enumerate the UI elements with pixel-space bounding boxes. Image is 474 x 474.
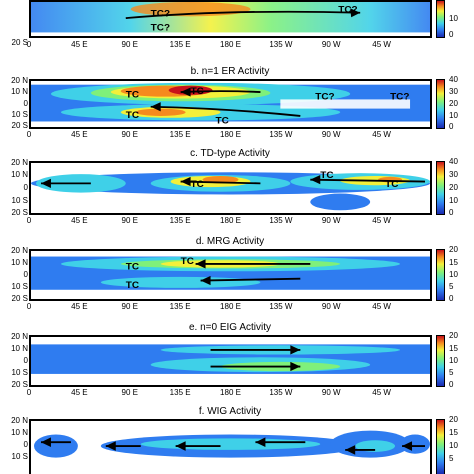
- colorbar-tick: 15: [449, 344, 458, 353]
- colorbar-e: [436, 335, 445, 387]
- tc-label: TC?: [151, 9, 171, 19]
- lon-axis-e: 0 45 E 90 E 135 E 180 E 135 W 90 W 45 W: [26, 388, 391, 397]
- map-panel-c: TC TC TC: [29, 161, 432, 215]
- colorbar-f: [436, 419, 445, 474]
- panel-title-b: b. n=1 ER Activity: [190, 66, 270, 77]
- colorbar-tick: 20: [449, 415, 458, 424]
- lat-tick: 0: [23, 356, 28, 365]
- activity-field-f: [31, 421, 430, 474]
- lat-tick: 10 S: [11, 282, 28, 291]
- tc-label: TC?: [338, 5, 358, 15]
- colorbar-tick: 0: [449, 30, 454, 39]
- lat-tick: 0: [23, 99, 28, 108]
- colorbar-c: [436, 161, 445, 215]
- colorbar-tick: 20: [449, 99, 458, 108]
- colorbar-tick: 40: [449, 75, 458, 84]
- tc-label: TC: [126, 90, 139, 101]
- tc-label: TC?: [151, 23, 171, 33]
- lat-tick: 10 S: [11, 196, 28, 205]
- tc-label: TC: [191, 86, 204, 97]
- colorbar-tick: 5: [449, 368, 454, 377]
- colorbar-tick: 10: [449, 196, 458, 205]
- lat-tick: 20 S: [11, 38, 28, 47]
- colorbar-tick: 10: [449, 14, 458, 23]
- colorbar-tick: 5: [449, 282, 454, 291]
- colorbar-tick: 30: [449, 87, 458, 96]
- lat-tick: 10 N: [11, 344, 28, 353]
- lat-tick: 10 N: [11, 428, 28, 437]
- tc-label: TC: [126, 262, 139, 273]
- tc-label: TC: [191, 179, 204, 190]
- colorbar-tick: 0: [449, 294, 454, 303]
- lon-axis-d: 0 45 E 90 E 135 E 180 E 135 W 90 W 45 W: [26, 302, 391, 311]
- tc-label: TC: [181, 256, 194, 267]
- lat-tick: 10 N: [11, 170, 28, 179]
- colorbar-tick: 20: [449, 245, 458, 254]
- panel-title-e: e. n=0 EIG Activity: [189, 322, 271, 333]
- map-panel-e: [29, 335, 432, 387]
- colorbar-tick: 20: [449, 183, 458, 192]
- colorbar-tick: 0: [449, 380, 454, 389]
- colorbar-tick: 30: [449, 170, 458, 179]
- map-panel-d: TC TC TC: [29, 249, 432, 301]
- lat-tick: 10 S: [11, 368, 28, 377]
- colorbar-b: [436, 79, 445, 129]
- colorbar-tick: 20: [449, 331, 458, 340]
- tc-label: TC: [385, 179, 398, 190]
- lon-axis-c: 0 45 E 90 E 135 E 180 E 135 W 90 W 45 W: [26, 216, 391, 225]
- activity-field-b: TC TC TC TC TC? TC?: [31, 81, 430, 127]
- tc-label: TC: [320, 170, 333, 181]
- tc-label: TC: [216, 116, 229, 127]
- activity-field-a: TC? TC? TC?: [31, 2, 430, 36]
- colorbar-tick: 0: [449, 208, 454, 217]
- colorbar-tick: 10: [449, 270, 458, 279]
- tc-label: TC?: [390, 92, 410, 103]
- activity-field-d: TC TC TC: [31, 251, 430, 299]
- panel-title-c: c. TD-type Activity: [190, 148, 270, 159]
- tc-label: TC: [126, 280, 139, 291]
- colorbar-tick: 5: [449, 454, 454, 463]
- lat-tick: 0: [23, 440, 28, 449]
- lat-tick: 20 S: [11, 121, 28, 130]
- colorbar-tick: 40: [449, 157, 458, 166]
- lat-tick: 10 N: [11, 258, 28, 267]
- map-panel-f: [29, 419, 432, 474]
- lat-tick: 0: [23, 270, 28, 279]
- colorbar-tick: 10: [449, 356, 458, 365]
- lat-tick: 10 S: [11, 452, 28, 461]
- tc-label: TC?: [315, 92, 335, 103]
- colorbar-tick: 10: [449, 111, 458, 120]
- lat-tick: 20 S: [11, 208, 28, 217]
- panel-title-f: f. WIG Activity: [198, 406, 262, 417]
- activity-field-e: [31, 337, 430, 385]
- lat-tick: 10 S: [11, 110, 28, 119]
- lat-tick: 20 N: [11, 76, 28, 85]
- activity-field-c: TC TC TC: [31, 163, 430, 213]
- lon-axis-b: 0 45 E 90 E 135 E 180 E 135 W 90 W 45 W: [26, 130, 391, 139]
- colorbar-tick: 0: [449, 122, 454, 131]
- lat-tick: 0: [23, 183, 28, 192]
- lat-tick: 20 N: [11, 246, 28, 255]
- lat-tick: 20 S: [11, 380, 28, 389]
- lon-axis-a: 0 45 E 90 E 135 E 180 E 135 W 90 W 45 W: [26, 40, 391, 49]
- lat-tick: 10 N: [11, 87, 28, 96]
- colorbar-tick: 10: [449, 441, 458, 450]
- colorbar-d: [436, 249, 445, 301]
- colorbar-tick: 15: [449, 428, 458, 437]
- map-panel-a: TC? TC? TC?: [29, 0, 432, 38]
- lat-tick: 20 N: [11, 416, 28, 425]
- lat-tick: 20 N: [11, 332, 28, 341]
- colorbar-tick: 15: [449, 258, 458, 267]
- panel-title-d: d. MRG Activity: [195, 236, 265, 247]
- tc-label: TC: [126, 110, 139, 121]
- lat-tick: 20 N: [11, 158, 28, 167]
- map-panel-b: TC TC TC TC TC? TC?: [29, 79, 432, 129]
- lat-tick: 20 S: [11, 294, 28, 303]
- colorbar-a: [436, 0, 445, 38]
